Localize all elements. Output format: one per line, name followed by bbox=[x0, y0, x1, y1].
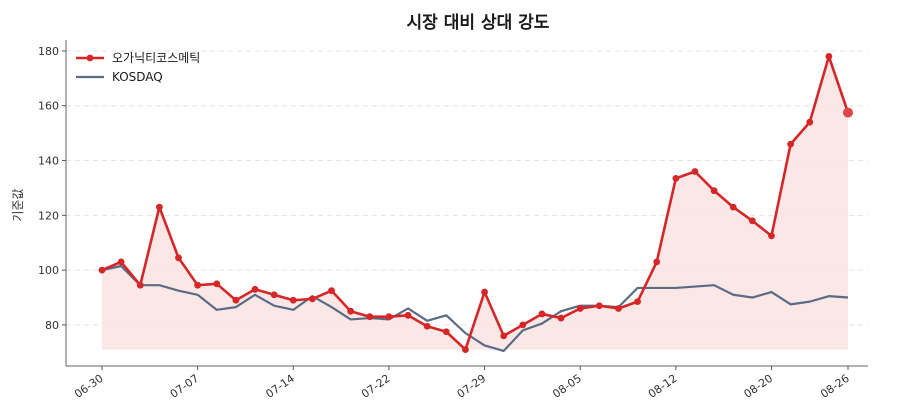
stock-area-fill bbox=[102, 56, 848, 350]
stock-point bbox=[710, 187, 718, 195]
y-tick-label: 160 bbox=[38, 100, 59, 113]
axes bbox=[65, 40, 868, 367]
stock-point bbox=[194, 281, 202, 289]
legend-stock-marker bbox=[86, 54, 94, 62]
stock-point bbox=[691, 168, 699, 175]
stock-point bbox=[270, 291, 278, 299]
stock-point bbox=[442, 328, 450, 336]
y-axis-label: 기준값 bbox=[11, 188, 25, 221]
series-points-layer bbox=[98, 53, 853, 353]
stock-point bbox=[748, 217, 756, 225]
stock-point bbox=[366, 313, 374, 321]
stock-point bbox=[385, 313, 393, 321]
x-tick-label: 07-14 bbox=[263, 372, 297, 401]
legend-stock-label: 오가닉티코스메틱 bbox=[112, 51, 200, 65]
kosdaq-line bbox=[101, 264, 849, 353]
x-tick-label: 08-12 bbox=[646, 372, 680, 401]
stock-point bbox=[843, 107, 853, 118]
x-tick-label: 08-05 bbox=[550, 372, 584, 401]
y-tick-label: 120 bbox=[38, 209, 59, 222]
stock-point bbox=[615, 305, 622, 312]
stock-point bbox=[462, 346, 469, 353]
area-fill-layer bbox=[102, 56, 848, 350]
stock-point bbox=[98, 266, 106, 274]
stock-point bbox=[787, 140, 795, 148]
y-tick-label: 80 bbox=[45, 319, 59, 332]
stock-point bbox=[653, 258, 661, 266]
stock-point bbox=[117, 258, 125, 266]
stock-point bbox=[768, 232, 775, 240]
stock-point bbox=[557, 314, 565, 322]
stock-point bbox=[309, 295, 316, 303]
stock-point bbox=[825, 53, 833, 60]
stock-point bbox=[251, 285, 259, 293]
stock-point bbox=[404, 311, 412, 319]
stock-point bbox=[729, 203, 737, 211]
x-tick-label: 08-26 bbox=[818, 372, 852, 401]
y-tick-label: 100 bbox=[38, 264, 59, 277]
stock-point bbox=[175, 254, 182, 262]
stock-point bbox=[213, 280, 221, 288]
stock-point bbox=[481, 288, 488, 296]
x-axis-ticks: 06-30 07-07 07-14 07-22 07-29 08-05 08-12 08-20… bbox=[72, 366, 852, 401]
x-tick-label: 06-30 bbox=[72, 372, 106, 401]
stock-point bbox=[155, 203, 163, 211]
y-tick-label: 180 bbox=[38, 45, 59, 58]
legend-kosdaq-label: KOSDAQ bbox=[112, 70, 163, 84]
x-tick-label: 07-29 bbox=[455, 372, 489, 401]
stock-point bbox=[806, 118, 814, 126]
stock-point bbox=[672, 174, 680, 182]
stock-point bbox=[232, 296, 240, 304]
stock-point bbox=[328, 287, 335, 295]
stock-point bbox=[423, 322, 431, 330]
x-tick-label: 07-07 bbox=[168, 372, 202, 401]
series-lines-layer bbox=[101, 55, 850, 353]
stock-line bbox=[101, 55, 850, 351]
stock-point bbox=[595, 302, 603, 310]
legend: 오가닉티코스메틱 KOSDAQ bbox=[76, 51, 200, 84]
stock-point bbox=[634, 298, 641, 306]
stock-point bbox=[519, 321, 527, 329]
stock-point bbox=[538, 310, 546, 318]
y-axis-ticks: 80 100 120 140 160 180 bbox=[38, 45, 66, 332]
y-tick-label: 140 bbox=[38, 155, 59, 168]
x-tick-label: 07-22 bbox=[359, 372, 393, 401]
stock-point bbox=[347, 307, 355, 315]
chart-title: 시장 대비 상대 강도 bbox=[407, 13, 550, 33]
stock-point bbox=[136, 281, 144, 289]
x-tick-label: 08-20 bbox=[742, 372, 776, 401]
stock-point bbox=[576, 305, 584, 312]
stock-point bbox=[289, 296, 297, 304]
stock-point bbox=[500, 332, 508, 340]
